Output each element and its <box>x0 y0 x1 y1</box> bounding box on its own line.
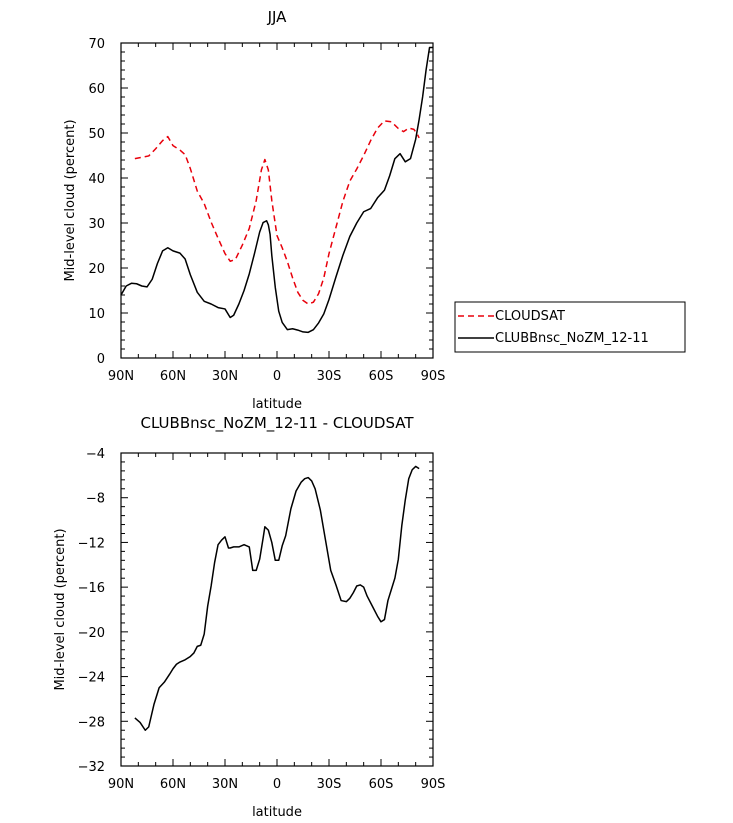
lower-series <box>134 465 420 731</box>
y-tick-label: −16 <box>78 581 105 596</box>
series-line-cloudsat <box>134 120 420 305</box>
upper-panel: JJA latitude Mid-level cloud (percent) 9… <box>63 8 686 412</box>
y-tick-label: 10 <box>88 307 105 322</box>
x-tick-label: 90N <box>108 369 134 384</box>
series-line-clubbnsc-nozm-12-11 <box>120 46 433 334</box>
lower-chart-title: CLUBBnsc_NoZM_12-11 - CLOUDSAT <box>140 414 414 433</box>
y-tick-label: 20 <box>88 262 105 277</box>
y-tick-label: 0 <box>97 352 105 367</box>
legend-box <box>454 301 686 353</box>
legend: CLOUDSAT CLUBBnsc_NoZM_12-11 <box>454 301 686 353</box>
y-tick-label: −28 <box>78 715 105 730</box>
y-tick-label: −4 <box>86 447 105 462</box>
x-tick-label: 30N <box>212 777 238 792</box>
y-tick-label: −12 <box>78 536 105 551</box>
y-tick-label: −20 <box>78 626 105 641</box>
legend-label-cloudsat: CLOUDSAT <box>495 309 565 324</box>
y-tick-label: 70 <box>88 37 105 52</box>
x-tick-label: 60N <box>160 777 186 792</box>
lower-panel: CLUBBnsc_NoZM_12-11 - CLOUDSAT latitude … <box>53 414 445 820</box>
y-tick-label: 40 <box>88 172 105 187</box>
y-tick-label: −24 <box>78 671 105 686</box>
x-tick-label: 90N <box>108 777 134 792</box>
x-tick-label: 90S <box>421 777 446 792</box>
lower-plot-frame <box>120 452 434 767</box>
x-tick-label: 90S <box>421 369 446 384</box>
y-tick-label: 30 <box>88 217 105 232</box>
upper-plot-frame <box>120 42 434 359</box>
y-tick-label: 60 <box>88 82 105 97</box>
series-line-difference <box>134 465 420 731</box>
lower-axes: 90N 60N 30N 0 30S 60S 90S −32 −28 −24 −20 −16 −12 −8 −… <box>78 447 446 792</box>
y-tick-label: −32 <box>78 760 105 775</box>
upper-x-axis-label: latitude <box>252 397 302 412</box>
x-tick-label: 60N <box>160 369 186 384</box>
upper-series <box>120 46 433 334</box>
x-tick-label: 30S <box>317 369 342 384</box>
lower-y-axis-label: Mid-level cloud (percent) <box>53 528 68 690</box>
legend-label-clubb: CLUBBnsc_NoZM_12-11 <box>495 331 649 346</box>
upper-axes: 90N 60N 30N 0 30S 60S 90S 0 10 20 30 40 50 60 70 <box>88 37 445 384</box>
lower-x-axis-label: latitude <box>252 805 302 820</box>
upper-y-axis-label: Mid-level cloud (percent) <box>63 119 78 281</box>
x-tick-label: 0 <box>273 369 281 384</box>
x-tick-label: 60S <box>369 369 394 384</box>
y-tick-label: 50 <box>88 127 105 142</box>
x-tick-label: 30N <box>212 369 238 384</box>
upper-chart-title: JJA <box>267 8 288 26</box>
x-tick-label: 0 <box>273 777 281 792</box>
x-tick-label: 30S <box>317 777 342 792</box>
y-tick-label: −8 <box>86 492 105 507</box>
x-tick-label: 60S <box>369 777 394 792</box>
